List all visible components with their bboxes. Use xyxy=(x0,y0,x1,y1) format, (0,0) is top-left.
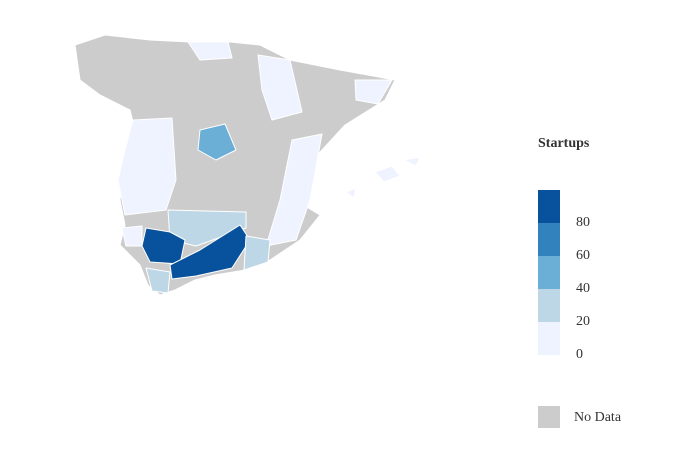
legend-swatch xyxy=(538,190,560,223)
region-malaga-granada xyxy=(169,224,251,280)
legend-swatch xyxy=(538,223,560,256)
legend-tick-label: 20 xyxy=(576,314,590,329)
region-east xyxy=(265,133,323,247)
region-almeria xyxy=(243,235,271,271)
legend-tick-label: 60 xyxy=(576,248,590,263)
legend: 0 20 40 60 80 xyxy=(538,190,590,362)
legend-title: Startups xyxy=(538,136,590,151)
legend-tick-label: 0 xyxy=(576,347,583,362)
region-north xyxy=(187,41,233,61)
no-data-label: No Data xyxy=(574,410,622,425)
region-ne xyxy=(257,54,303,121)
balearic-island xyxy=(403,156,421,167)
legend-tick-label: 40 xyxy=(576,281,590,296)
legend-swatch xyxy=(538,289,560,322)
legend-swatch xyxy=(538,256,560,289)
region-cadiz xyxy=(145,267,171,294)
legend-swatch xyxy=(538,322,560,355)
region-catalonia xyxy=(354,79,393,105)
no-data-swatch xyxy=(538,406,560,428)
balearic-island xyxy=(374,165,401,183)
region-west-south xyxy=(121,225,143,247)
balearic-island xyxy=(345,187,357,199)
region-madrid xyxy=(197,123,237,161)
region-west xyxy=(117,117,177,216)
map xyxy=(74,34,421,296)
legend-tick-label: 80 xyxy=(576,215,590,230)
